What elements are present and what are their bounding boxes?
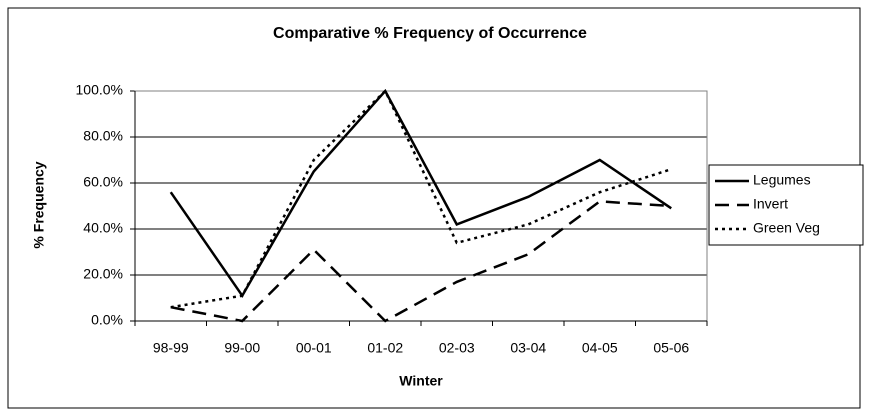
- x-tick-label: 04-05: [582, 340, 618, 356]
- x-tick-label: 01-02: [367, 340, 403, 356]
- y-tick-label: 100.0%: [76, 82, 123, 98]
- legend-box: [708, 164, 864, 246]
- x-tick-label: 03-04: [510, 340, 546, 356]
- legend-label: Invert: [753, 196, 788, 212]
- y-tick-label: 80.0%: [83, 128, 123, 144]
- y-tick-label: 20.0%: [83, 266, 123, 282]
- y-tick-label: 0.0%: [91, 312, 123, 328]
- x-tick-label: 00-01: [296, 340, 332, 356]
- x-tick-label: 05-06: [653, 340, 689, 356]
- x-tick-label: 02-03: [439, 340, 475, 356]
- x-tick-label: 98-99: [153, 340, 189, 356]
- line-series: [170, 88, 672, 309]
- chart-title: Comparative % Frequency of Occurrence: [273, 25, 587, 42]
- line-series: [169, 88, 672, 299]
- y-tick-label: 60.0%: [83, 174, 123, 190]
- x-axis-title: Winter: [399, 373, 443, 389]
- line-series: [170, 200, 672, 323]
- y-tick-label: 40.0%: [83, 220, 123, 236]
- y-axis-title: % Frequency: [31, 161, 47, 248]
- legend-label: Green Veg: [753, 220, 820, 236]
- x-tick-label: 99-00: [224, 340, 260, 356]
- legend-label: Legumes: [753, 172, 811, 188]
